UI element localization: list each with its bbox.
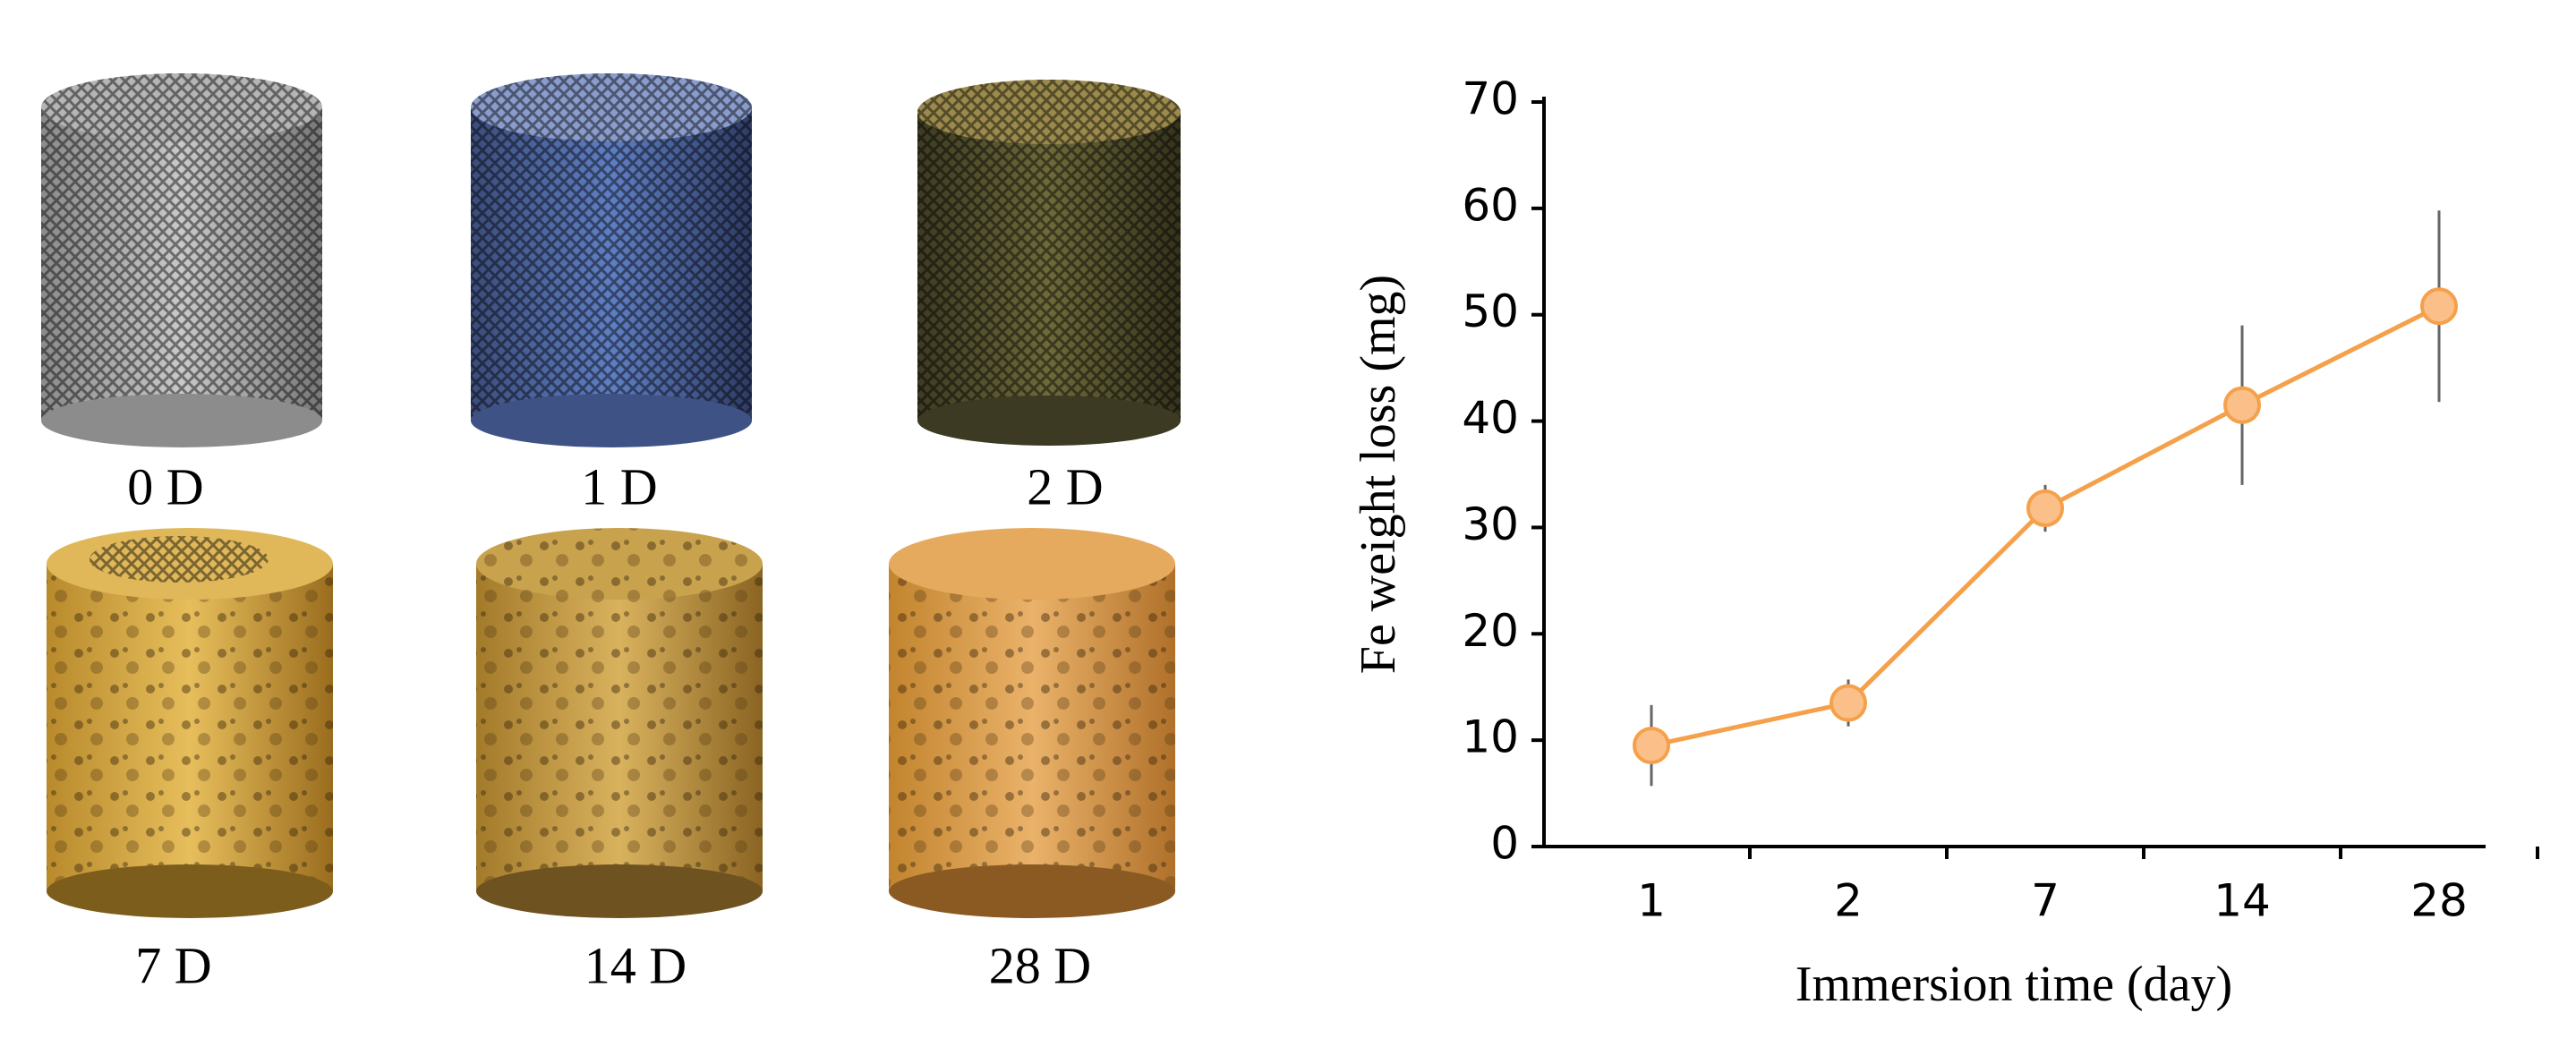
photo-label: 7 D: [135, 936, 211, 994]
y-tick-label: 70: [1462, 73, 1519, 125]
photo-7d: [47, 528, 333, 918]
marker: [1633, 727, 1670, 765]
y-tick-label: 10: [1462, 711, 1519, 763]
y-tick-label: 20: [1462, 605, 1519, 657]
x-tick-label: 28: [2410, 875, 2468, 927]
x-tick-label: 1: [1637, 875, 1666, 927]
photo-28d: [889, 528, 1175, 918]
photo-1d: [471, 73, 752, 447]
y-tick-label: 0: [1490, 818, 1519, 870]
x-tick-label: 14: [2213, 875, 2271, 927]
photo-14d: [476, 528, 763, 918]
y-tick-label: 60: [1462, 179, 1519, 231]
photo-2d: [917, 80, 1181, 446]
marker: [2420, 287, 2458, 326]
photo-0d: [41, 73, 322, 447]
y-axis-label: Fe weight loss (mg): [1351, 275, 1406, 674]
marker: [2026, 489, 2064, 528]
x-tick-label: 7: [2031, 875, 2060, 927]
x-axis-label: Immersion time (day): [1796, 957, 2232, 1012]
photo-label: 14 D: [584, 936, 687, 994]
y-tick-label: 30: [1462, 498, 1519, 550]
x-tick-label: 2: [1834, 875, 1863, 927]
photo-label: 1 D: [581, 457, 657, 515]
marker: [2223, 386, 2261, 424]
y-tick-label: 40: [1462, 392, 1519, 444]
y-tick-label: 50: [1462, 285, 1519, 337]
photo-label: 0 D: [127, 457, 203, 515]
photo-label: 2 D: [1027, 457, 1103, 515]
photo-label: 28 D: [989, 936, 1091, 994]
marker: [1830, 684, 1867, 722]
